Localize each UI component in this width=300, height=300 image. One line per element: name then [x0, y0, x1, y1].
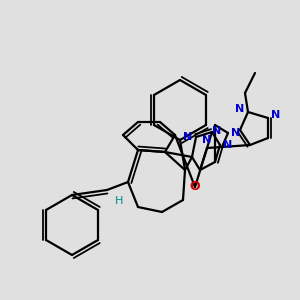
Text: N: N — [236, 104, 244, 114]
Text: N: N — [224, 140, 232, 150]
Text: H: H — [115, 196, 123, 206]
Text: O: O — [190, 181, 200, 194]
Text: N: N — [212, 126, 222, 136]
Text: N: N — [202, 135, 211, 145]
Text: N: N — [231, 128, 241, 138]
Text: N: N — [272, 110, 280, 120]
Text: N: N — [183, 132, 193, 142]
